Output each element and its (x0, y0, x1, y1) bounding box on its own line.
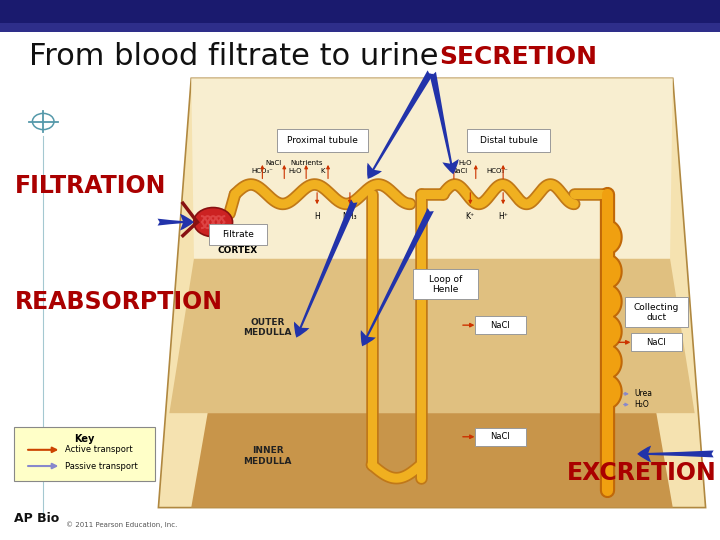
Text: H⁺: H⁺ (498, 212, 508, 221)
Text: NaCl: NaCl (647, 338, 666, 347)
Bar (0, 23, 720, 32)
Polygon shape (158, 78, 706, 508)
Text: REABSORPTION: REABSORPTION (14, 291, 222, 314)
Text: Key: Key (74, 434, 95, 444)
Bar (0, 0, 720, 23)
Text: NaCl: NaCl (490, 432, 510, 441)
Text: Urea: Urea (634, 389, 652, 399)
Text: H₂O: H₂O (289, 167, 302, 173)
FancyArrowPatch shape (361, 208, 434, 346)
Text: Proximal tubule: Proximal tubule (287, 136, 358, 145)
Text: NH₃: NH₃ (343, 212, 357, 221)
Text: NaCl: NaCl (265, 160, 282, 166)
Text: H₂O: H₂O (634, 400, 649, 409)
Text: AP Bio: AP Bio (14, 512, 60, 525)
Text: Loop of
Henle: Loop of Henle (429, 275, 462, 294)
FancyBboxPatch shape (209, 224, 267, 245)
Text: K⁺: K⁺ (466, 212, 475, 221)
Text: HCO₃⁻: HCO₃⁻ (251, 167, 274, 173)
Text: NaCl: NaCl (490, 321, 510, 329)
Text: H: H (314, 212, 320, 221)
Text: INNER
MEDULLA: INNER MEDULLA (243, 447, 292, 466)
Text: © 2011 Pearson Education, Inc.: © 2011 Pearson Education, Inc. (66, 521, 178, 528)
Text: Nutrients: Nutrients (290, 160, 323, 166)
Text: Active transport: Active transport (65, 446, 132, 454)
FancyBboxPatch shape (631, 333, 682, 352)
FancyArrowPatch shape (429, 72, 459, 174)
Text: CORTEX: CORTEX (217, 246, 258, 254)
Text: SECRETION: SECRETION (439, 45, 597, 69)
Polygon shape (169, 259, 695, 413)
FancyBboxPatch shape (467, 129, 550, 152)
FancyBboxPatch shape (14, 427, 155, 481)
FancyBboxPatch shape (277, 129, 368, 152)
Text: Collecting
duct: Collecting duct (634, 302, 679, 322)
FancyBboxPatch shape (625, 297, 688, 327)
Text: H₂O: H₂O (458, 160, 472, 166)
Text: Filtrate: Filtrate (222, 230, 253, 239)
Text: EXCRETION: EXCRETION (567, 461, 716, 484)
Text: From blood filtrate to urine: From blood filtrate to urine (29, 42, 438, 71)
Polygon shape (192, 413, 672, 508)
FancyArrowPatch shape (367, 70, 433, 179)
FancyBboxPatch shape (413, 269, 478, 300)
FancyBboxPatch shape (475, 428, 526, 446)
FancyArrowPatch shape (158, 214, 194, 231)
Circle shape (194, 207, 233, 237)
FancyBboxPatch shape (475, 316, 526, 334)
Text: K: K (320, 167, 325, 173)
Polygon shape (192, 78, 672, 259)
Text: FILTRATION: FILTRATION (14, 174, 166, 198)
Text: Passive transport: Passive transport (65, 462, 138, 470)
Text: NaCl: NaCl (451, 167, 467, 173)
Text: OUTER
MEDULLA: OUTER MEDULLA (243, 318, 292, 337)
FancyArrowPatch shape (637, 446, 714, 462)
Text: Distal tubule: Distal tubule (480, 136, 538, 145)
Text: HCO₃⁻: HCO₃⁻ (487, 167, 508, 173)
FancyArrowPatch shape (294, 200, 358, 338)
